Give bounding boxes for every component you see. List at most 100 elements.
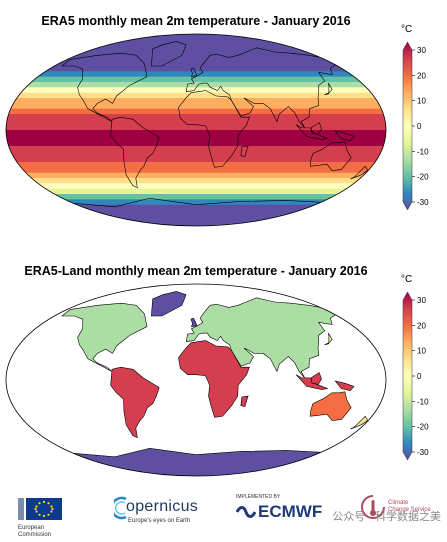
footer-logos: European Commission opernicus Europe's e… (0, 480, 447, 542)
era5-land-map-title: ERA5-Land monthly mean 2m temperature - … (24, 264, 368, 278)
era5-temperature-band (6, 178, 386, 184)
era5-colorbar-bar (402, 41, 413, 211)
era5-temperature-band (6, 162, 386, 168)
era5-colorbar-tick-label: -20 (417, 173, 429, 182)
era5-land-indonesia (295, 124, 329, 140)
era5-temperature-band (6, 60, 386, 67)
era5-land-land-uk (190, 317, 198, 328)
copernicus-c-icon (114, 496, 127, 520)
era5-colorbar-tick-label: 10 (417, 97, 426, 106)
ecmwf-prefix: IMPLEMENTED BY (236, 494, 281, 500)
c3s-thermometer-icon (361, 495, 385, 519)
era5-land-land-africa (178, 340, 250, 418)
era5-land-colorbar-tick-label: -20 (417, 423, 429, 432)
era5-land-colorbar-unit: °C (401, 274, 413, 285)
c3s-line-1: Climate (388, 500, 409, 506)
era5-land-australia (309, 141, 352, 171)
era5-land-colorbar-tick-label: 10 (417, 347, 426, 356)
eu-label-1: European (18, 525, 45, 531)
ecmwf-name: ECMWF (258, 502, 323, 521)
era5-temperature-band (6, 140, 386, 147)
copernicus-tagline: Europe's eyes on Earth (128, 518, 191, 524)
era5-temperature-band (6, 114, 386, 120)
era5-land-land-australia (309, 391, 352, 421)
era5-temperature-band (6, 82, 386, 88)
era5-temperature-map (5, 33, 387, 227)
era5-colorbar-tick-label: -30 (417, 198, 429, 207)
era5-land-uk (190, 67, 198, 78)
era5-land-borneo (310, 122, 322, 135)
era5-map-body (6, 34, 386, 226)
era5-map-title: ERA5 monthly mean 2m temperature - Janua… (41, 14, 351, 28)
era5-panel: ERA5 monthly mean 2m temperature - Janua… (0, 0, 447, 245)
era5-temperature-band (6, 135, 386, 142)
era5-land-panel: ERA5-Land monthly mean 2m temperature - … (0, 250, 447, 477)
era5-land-temperature-map (5, 283, 387, 477)
era5-land-land-greenland (151, 291, 187, 317)
era5-temperature-band (6, 167, 386, 174)
era5-temperature-band (6, 188, 386, 195)
era5-land-colorbar-tick-label: 0 (417, 372, 422, 381)
era5-land-land-antarctica (64, 447, 328, 476)
eu-commission-logo: European Commission (18, 498, 78, 539)
era5-land-europe-asia (185, 47, 338, 129)
era5-colorbar: 30 20 10 0 -10 -20 -30 (402, 41, 429, 211)
era5-land-africa (178, 90, 250, 168)
era5-land-land-japan (324, 332, 333, 346)
era5-temperature-band (6, 92, 386, 99)
era5-temperature-band (6, 66, 386, 72)
era5-land-south-america (110, 116, 160, 189)
era5-temperature-band (6, 215, 386, 222)
era5-land-new-zealand (350, 165, 369, 180)
era5-land-colorbar-tick-label: -10 (417, 397, 429, 406)
era5-land-land-borneo (310, 372, 322, 385)
era5-land-land-madagascar (240, 395, 249, 408)
era5-temperature-band (6, 119, 386, 126)
era5-land-colorbar-tick-label: 20 (417, 321, 426, 330)
c3s-line-2: Change Service (388, 507, 431, 513)
era5-temperature-band (6, 156, 386, 163)
era5-colorbar-tick-label: -10 (417, 147, 429, 156)
era5-temperature-band (6, 76, 386, 83)
era5-temperature-band (6, 220, 386, 226)
era5-land-land-south-america (110, 366, 160, 439)
era5-temperature-band (6, 34, 386, 40)
era5-temperature-band (6, 210, 386, 216)
era5-temperature-band (6, 55, 386, 62)
era5-land-antarctica (64, 197, 328, 226)
era5-temperature-band (6, 108, 386, 115)
era5-land-land-north-america (61, 302, 148, 372)
eu-flag-icon (18, 498, 62, 520)
era5-land-colorbar-tick-label: 30 (417, 296, 426, 305)
era5-temperature-band (6, 44, 386, 51)
era5-land-madagascar (240, 145, 249, 158)
era5-temperature-band (6, 124, 386, 131)
era5-colorbar-tick-label: 30 (417, 46, 426, 55)
era5-colorbar-unit: °C (401, 24, 413, 35)
era5-temperature-band (6, 204, 386, 211)
eu-label-2: Commission (18, 532, 52, 538)
era5-land-map-body (6, 284, 386, 476)
era5-land-greenland (151, 41, 187, 67)
ecmwf-logo: IMPLEMENTED BY ECMWF (236, 494, 326, 521)
era5-land-map-outline (5, 283, 387, 477)
era5-temperature-band (6, 50, 386, 56)
era5-map-outline (5, 33, 387, 227)
era5-temperature-band (6, 172, 386, 179)
era5-colorbar-tick-label: 0 (417, 122, 422, 131)
era5-colorbar-tick-label: 20 (417, 71, 426, 80)
era5-land-land-europe-asia (185, 297, 338, 379)
era5-temperature-band (6, 146, 386, 152)
era5-land-land-new-guinea (334, 380, 355, 391)
era5-temperature-band (6, 39, 386, 46)
copernicus-name: opernicus (126, 498, 199, 515)
era5-land-land-new-zealand (350, 415, 369, 430)
era5-temperature-band (6, 183, 386, 190)
era5-temperature-band (6, 151, 386, 158)
era5-temperature-band (6, 199, 386, 206)
era5-land-japan (324, 82, 333, 96)
era5-temperature-band (6, 71, 386, 78)
era5-temperature-band (6, 98, 386, 104)
era5-land-colorbar-tick-label: -30 (417, 448, 429, 457)
ecmwf-wave-icon (236, 506, 256, 518)
